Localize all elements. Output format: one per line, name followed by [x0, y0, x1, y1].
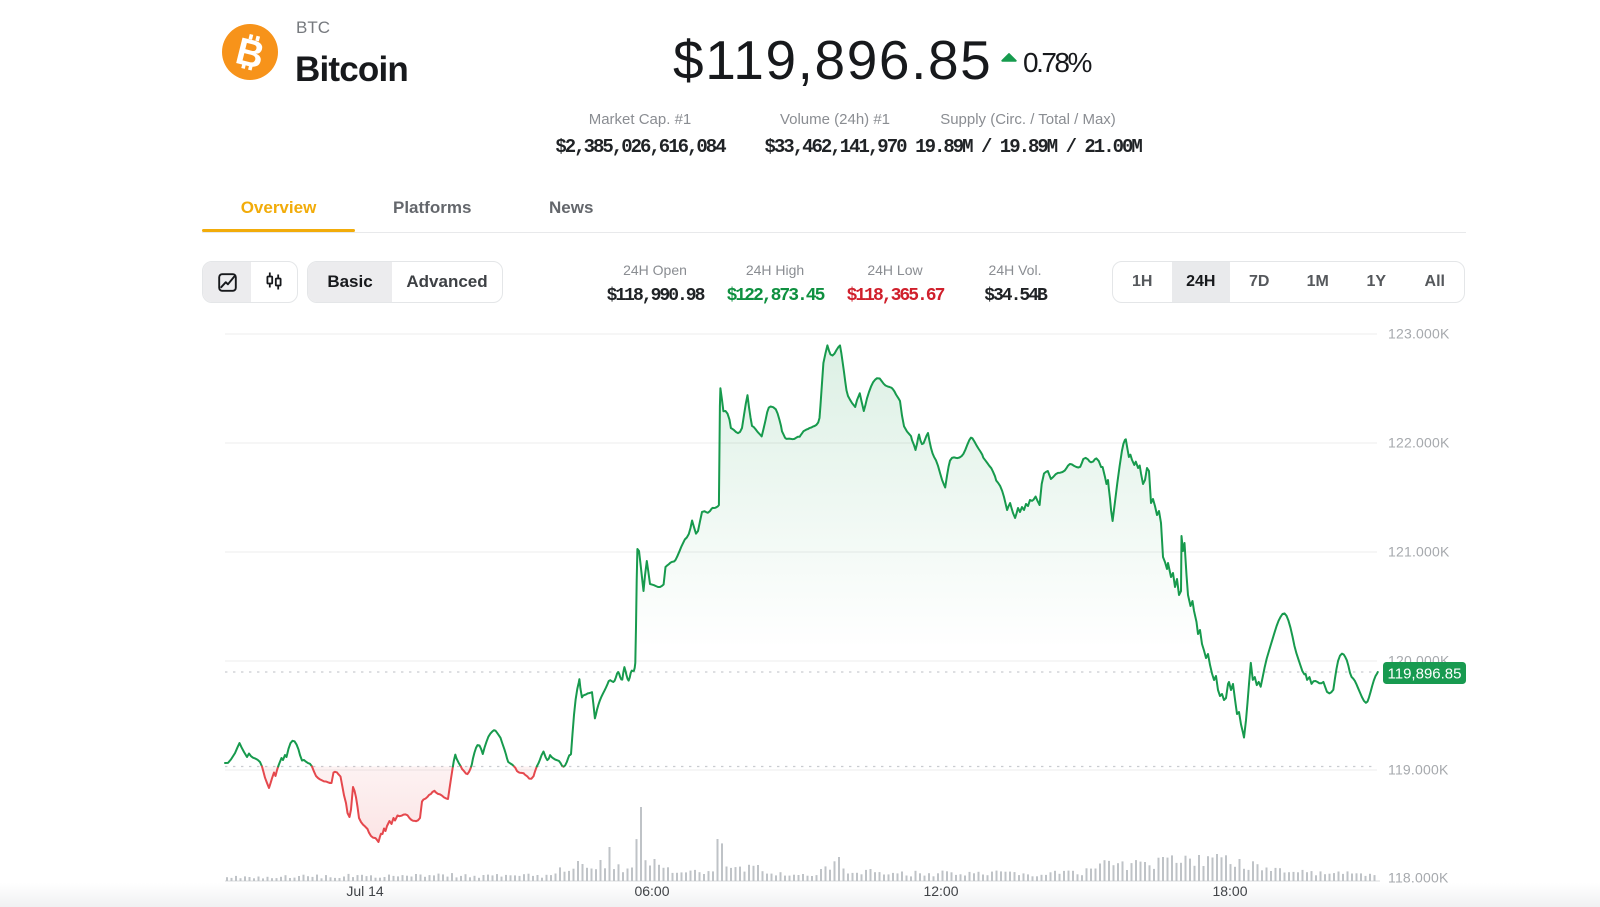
svg-text:118.000K: 118.000K	[1388, 870, 1449, 886]
svg-text:119.000K: 119.000K	[1388, 762, 1449, 778]
svg-text:123.000K: 123.000K	[1388, 326, 1450, 342]
svg-text:121.000K: 121.000K	[1388, 544, 1450, 560]
svg-text:119,896.85: 119,896.85	[1388, 666, 1462, 683]
svg-text:12:00: 12:00	[923, 883, 958, 899]
svg-text:18:00: 18:00	[1212, 883, 1247, 899]
svg-text:06:00: 06:00	[634, 883, 669, 899]
svg-text:Jul 14: Jul 14	[346, 883, 384, 899]
svg-text:122.000K: 122.000K	[1388, 435, 1450, 451]
